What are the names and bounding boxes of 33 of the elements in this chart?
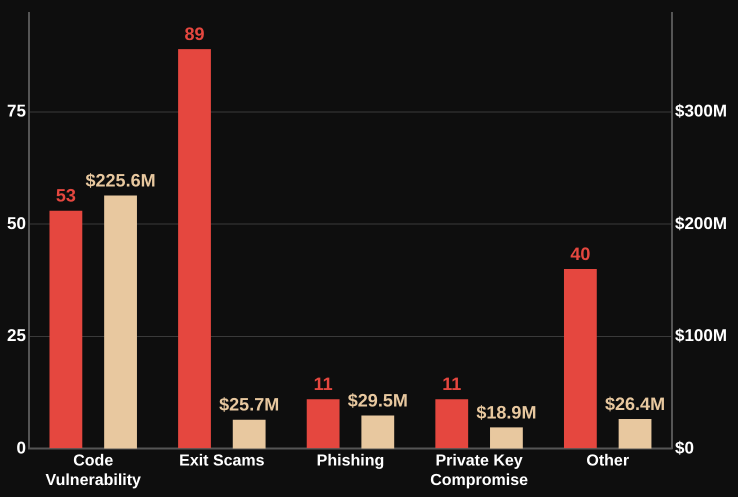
bar [564, 269, 597, 448]
bar [104, 195, 137, 449]
y2-tick-label: $200M [675, 214, 728, 233]
y-tick-label: 50 [6, 214, 26, 233]
data-label: 89 [184, 24, 205, 44]
x-tick-label: Code Vulnerability [46, 452, 142, 489]
y-tick-label: 75 [6, 102, 26, 121]
x-tick-label: Other [586, 452, 630, 470]
x-tick-label: Phishing [316, 452, 384, 470]
bar [490, 427, 523, 449]
y2-tick-label: $100M [675, 326, 728, 346]
data-label: $26.4M [605, 394, 666, 414]
bar [361, 415, 394, 449]
bar [49, 210, 82, 448]
x-tick-label: Private Key Compromise [430, 452, 528, 489]
bar [178, 49, 211, 448]
data-label: $25.7M [219, 394, 280, 415]
data-label: 11 [442, 374, 462, 394]
data-label: 53 [56, 186, 76, 206]
data-label: $18.9M [476, 402, 536, 422]
bar [306, 399, 340, 448]
y2-tick-label: $0 [675, 438, 694, 458]
y2-tick-label: $300M [675, 102, 728, 121]
y-tick-label: 25 [6, 326, 26, 346]
bar [618, 418, 652, 449]
data-label: 11 [314, 374, 333, 394]
x-tick-label: Exit Scams [179, 452, 265, 470]
bar [232, 420, 266, 449]
data-label: 40 [570, 244, 590, 264]
bar [435, 399, 468, 448]
y-tick-label: 0 [16, 438, 26, 458]
data-label: $29.5M [348, 390, 408, 410]
data-label: $225.6M [86, 170, 156, 190]
